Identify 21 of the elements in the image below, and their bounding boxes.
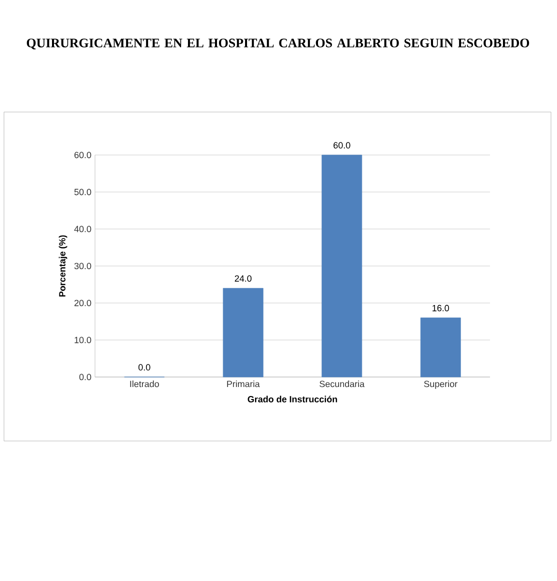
data-label: 16.0 <box>432 304 449 312</box>
bar <box>420 318 461 378</box>
y-tick-label: 20.0 <box>74 300 92 306</box>
bar <box>322 154 362 378</box>
y-tick-label: 30.0 <box>74 262 92 270</box>
y-axis-title: Porcentaje (%) <box>58 235 68 297</box>
x-tick-label: Superior <box>424 380 458 389</box>
x-tick-label: Iletrado <box>130 380 159 388</box>
y-tick-label: 10.0 <box>74 336 92 344</box>
data-label: 24.0 <box>234 275 252 282</box>
x-axis-title: Grado de Instrucción <box>248 396 338 402</box>
y-tick-label: 60.0 <box>74 152 92 158</box>
y-tick-label: 50.0 <box>74 188 92 196</box>
x-tick-label: Secundaria <box>320 380 365 388</box>
y-tick-label: 40.0 <box>74 226 92 232</box>
chart-title: QUIRURGICAMENTE EN EL HOSPITAL CARLOS ALBERTO SEGUIN ESCOBEDO <box>26 38 530 50</box>
y-tick-label: 0.0 <box>79 374 92 380</box>
data-label: 60.0 <box>334 142 350 148</box>
x-tick-label: Primaria <box>227 380 260 388</box>
bar <box>222 288 264 378</box>
data-label: 0.0 <box>138 364 150 370</box>
